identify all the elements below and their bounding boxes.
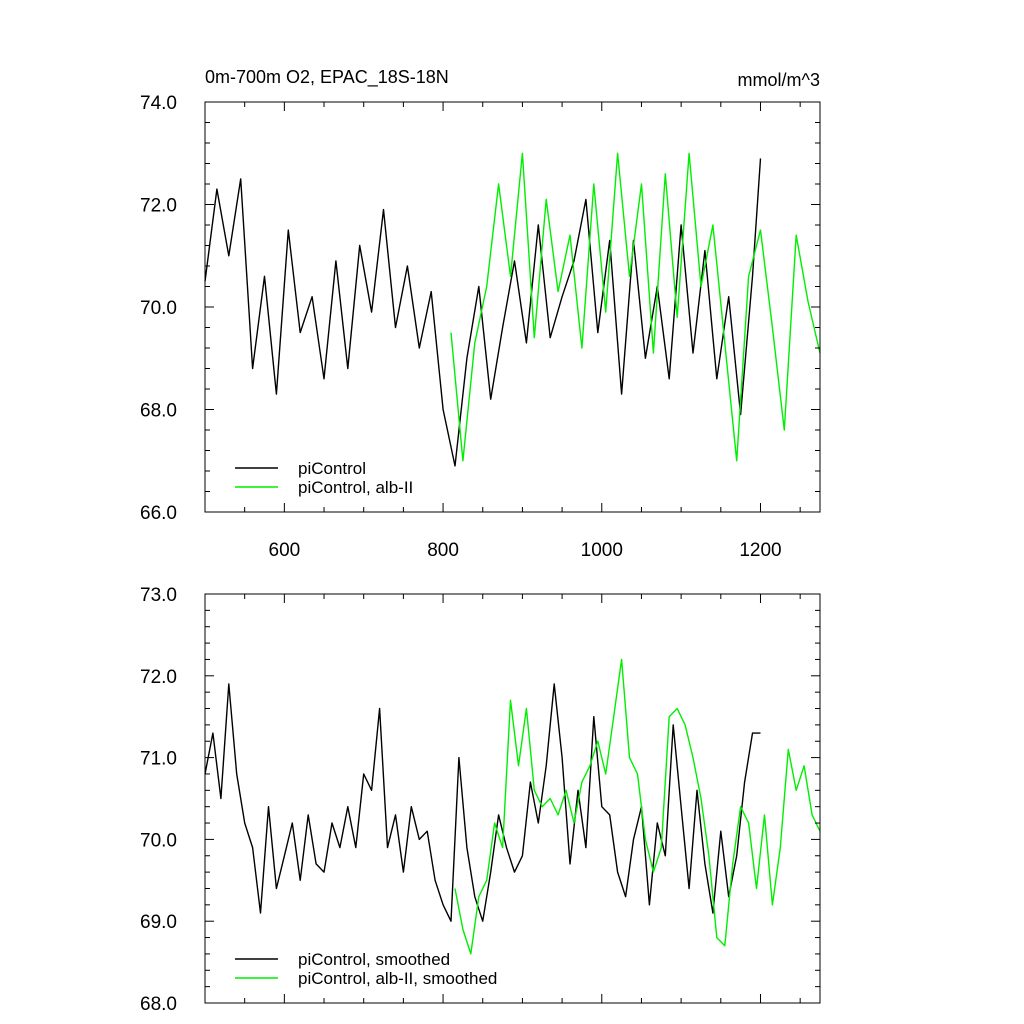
y-tick-label: 68.0 <box>140 401 177 422</box>
legend-label: piControl <box>298 459 366 478</box>
x-tick-label: 1200 <box>739 540 781 561</box>
legend-label: piControl, alb-II <box>298 478 413 497</box>
y-tick-label: 72.0 <box>140 667 177 688</box>
units-label: mmol/m^3 <box>738 70 820 90</box>
legend-label: piControl, smoothed <box>298 950 450 969</box>
y-tick-label: 70.0 <box>140 298 177 319</box>
legend-label: piControl, alb-II, smoothed <box>298 969 497 988</box>
y-tick-label: 74.0 <box>140 93 177 114</box>
y-tick-label: 66.0 <box>140 503 177 524</box>
x-tick-label: 1000 <box>581 540 623 561</box>
y-tick-label: 70.0 <box>140 830 177 851</box>
y-tick-label: 72.0 <box>140 196 177 217</box>
y-tick-label: 73.0 <box>140 585 177 606</box>
bottom-panel: 68.0 69.0 70.0 71.0 72.0 73.0 piControl, smoot… <box>140 585 821 1015</box>
top-panel: 600 800 1000 1200 66.0 68.0 70.0 72.0 74.0 piCont… <box>140 93 821 561</box>
x-tick-label: 800 <box>427 540 459 561</box>
series-line-green-1 <box>454 658 821 955</box>
chart-title: 0m-700m O2, EPAC_18S-18N <box>205 67 449 88</box>
y-tick-label: 68.0 <box>140 994 177 1015</box>
x-tick-label: 600 <box>269 540 301 561</box>
plot-frame <box>204 593 821 1004</box>
series-line-black-1 <box>204 683 761 922</box>
y-tick-label: 69.0 <box>140 912 177 933</box>
y-tick-label: 71.0 <box>140 749 177 770</box>
series-line-green-0 <box>450 152 821 462</box>
series-line-black-0 <box>204 158 762 467</box>
